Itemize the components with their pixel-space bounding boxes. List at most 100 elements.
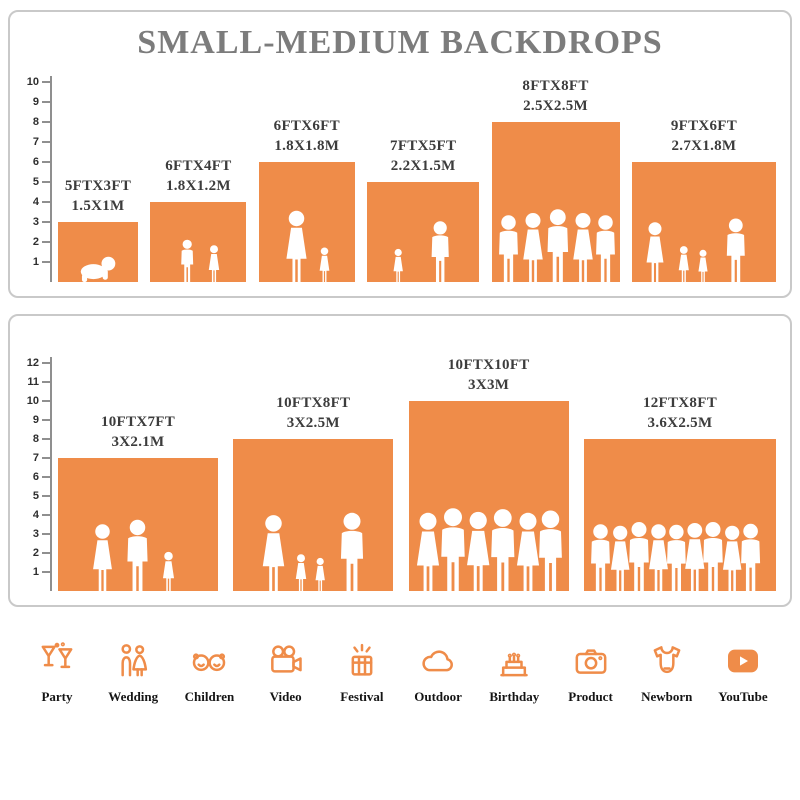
party-drinks-icon <box>37 637 77 681</box>
ruler-number: 9 <box>32 414 39 426</box>
ruler-number: 2 <box>32 547 39 559</box>
newborn-onesie-icon <box>647 637 687 681</box>
backdrop-rect <box>58 458 218 591</box>
backdrop-size-label: 9FTX6FT 2.7X1.8M <box>670 118 738 154</box>
ruler-number: 8 <box>32 433 39 445</box>
backdrop-size-label: 10FTX8FT 3X2.5M <box>276 395 351 431</box>
ruler-tick <box>42 201 51 203</box>
ruler-number: 6 <box>32 156 39 168</box>
backdrop-rect <box>58 222 138 282</box>
category-wedding: Wedding <box>100 637 166 705</box>
ruler-tick <box>42 121 51 123</box>
large-backdrops-panel: 1 2 3 4 5 6 7 8 9 10 11 12 10FTX7FT 3X2.… <box>8 314 792 607</box>
ruler-tick <box>42 221 51 223</box>
category-children: Children <box>176 637 242 705</box>
ruler-tick <box>42 438 51 440</box>
backdrop-rect <box>150 202 247 282</box>
category-label: Festival <box>340 689 384 704</box>
ruler-number: 11 <box>27 376 39 388</box>
backdrop-rect <box>367 182 480 282</box>
outdoor-cloud-icon <box>418 637 458 681</box>
youtube-play-icon <box>723 637 763 681</box>
page-title: SMALL-MEDIUM BACKDROPS <box>137 24 663 61</box>
ruler-tick <box>42 419 51 421</box>
bottom-ruler: 1 2 3 4 5 6 7 8 9 10 11 12 <box>24 326 54 591</box>
ruler-tick <box>42 81 51 83</box>
backdrop-7ftx5ft: 7FTX5FT 2.2X1.5M <box>367 137 480 282</box>
video-camera-icon <box>266 637 306 681</box>
category-outdoor: Outdoor <box>405 637 471 705</box>
category-label: Children <box>184 689 235 704</box>
backdrop-size-label: 7FTX5FT 2.2X1.5M <box>390 138 457 174</box>
ruler-tick <box>42 476 51 478</box>
ruler-number: 10 <box>26 76 39 88</box>
large-crowd-silhouettes <box>591 522 761 591</box>
category-label: Party <box>41 689 73 704</box>
backdrop-9ftx6ft: 9FTX6FT 2.7X1.8M <box>631 117 776 282</box>
backdrop-10ftx10ft: 10FTX10FT 3X3M <box>408 356 569 591</box>
festival-gift-icon <box>342 637 382 681</box>
ruler-tick <box>42 533 51 535</box>
crawling-baby-silhouette <box>80 256 116 282</box>
category-video: Video <box>253 637 319 705</box>
small-medium-backdrops-panel: SMALL-MEDIUM BACKDROPS 1 2 3 4 5 6 7 8 9… <box>8 10 792 298</box>
ruler-number: 1 <box>32 566 39 578</box>
backdrop-10ftx7ft: 10FTX7FT 3X2.1M <box>58 413 218 591</box>
category-label: YouTube <box>718 689 768 704</box>
backdrop-12ftx8ft: 12FTX8FT 3.6X2.5M <box>583 394 776 591</box>
group-of-adults-silhouettes <box>416 508 562 591</box>
ruler-tick <box>42 495 51 497</box>
ruler-number: 5 <box>32 490 39 502</box>
ruler-number: 1 <box>32 256 39 268</box>
ruler-tick <box>42 571 51 573</box>
ruler-number: 5 <box>32 176 39 188</box>
mother-and-child-silhouettes <box>286 210 330 282</box>
backdrop-size-label: 6FTX4FT 1.8X1.2M <box>165 158 232 194</box>
backdrop-5ftx3ft: 5FTX3FT 1.5X1M <box>58 177 138 282</box>
backdrop-6ftx6ft: 6FTX6FT 1.8X1.8M <box>258 117 355 282</box>
ruler-tick <box>42 552 51 554</box>
ruler-number: 8 <box>32 116 39 128</box>
backdrop-size-label: 10FTX10FT 3X3M <box>447 357 530 393</box>
ruler-tick <box>42 457 51 459</box>
backdrop-size-label: 10FTX7FT 3X2.1M <box>100 414 176 450</box>
category-label: Newborn <box>641 689 693 704</box>
birthday-cake-icon <box>494 637 534 681</box>
ruler-tick <box>42 514 51 516</box>
ruler-number: 10 <box>26 395 39 407</box>
ruler-tick <box>42 400 51 402</box>
backdrop-size-label: 8FTX8FT 2.5X2.5M <box>522 78 589 114</box>
ruler-number: 4 <box>32 509 39 521</box>
top-size-stage: 1 2 3 4 5 6 7 8 9 10 5FTX3FT 1.5X1M <box>24 70 776 282</box>
ruler-number: 3 <box>32 528 39 540</box>
ruler-number: 3 <box>32 216 39 228</box>
ruler-tick <box>42 381 51 383</box>
ruler-tick <box>42 241 51 243</box>
backdrop-size-label: 12FTX8FT 3.6X2.5M <box>642 395 718 431</box>
bottom-backdrops-row: 10FTX7FT 3X2.1M 10FTX8FT 3X2.5 <box>24 326 776 591</box>
backdrop-6ftx4ft: 6FTX4FT 1.8X1.2M <box>150 157 247 282</box>
top-ruler: 1 2 3 4 5 6 7 8 9 10 <box>24 70 54 282</box>
child-and-adult-silhouettes <box>393 221 449 282</box>
family-silhouettes <box>646 218 745 282</box>
category-youtube: YouTube <box>710 637 776 705</box>
ruler-tick <box>42 101 51 103</box>
category-label: Video <box>269 689 302 704</box>
ruler-number: 7 <box>32 136 39 148</box>
group-of-adults-silhouettes <box>498 209 615 282</box>
category-newborn: Newborn <box>634 637 700 705</box>
ruler-number: 7 <box>32 452 39 464</box>
backdrop-size-label: 6FTX6FT 1.8X1.8M <box>273 118 340 154</box>
category-legend: Party Wedding Children <box>8 623 792 705</box>
top-backdrops-row: 5FTX3FT 1.5X1M 6FTX4FT 1.8X1.2M <box>24 70 776 282</box>
category-birthday: Birthday <box>481 637 547 705</box>
backdrop-rect <box>258 162 355 282</box>
ruler-tick <box>42 161 51 163</box>
category-label: Birthday <box>489 689 540 704</box>
ruler-tick <box>42 261 51 263</box>
backdrop-rect <box>408 401 569 591</box>
backdrop-10ftx8ft: 10FTX8FT 3X2.5M <box>233 394 394 591</box>
ruler-tick <box>42 141 51 143</box>
family-of-three-silhouettes <box>93 519 175 591</box>
bottom-size-stage: 1 2 3 4 5 6 7 8 9 10 11 12 10FTX7FT 3X2.… <box>24 326 776 591</box>
